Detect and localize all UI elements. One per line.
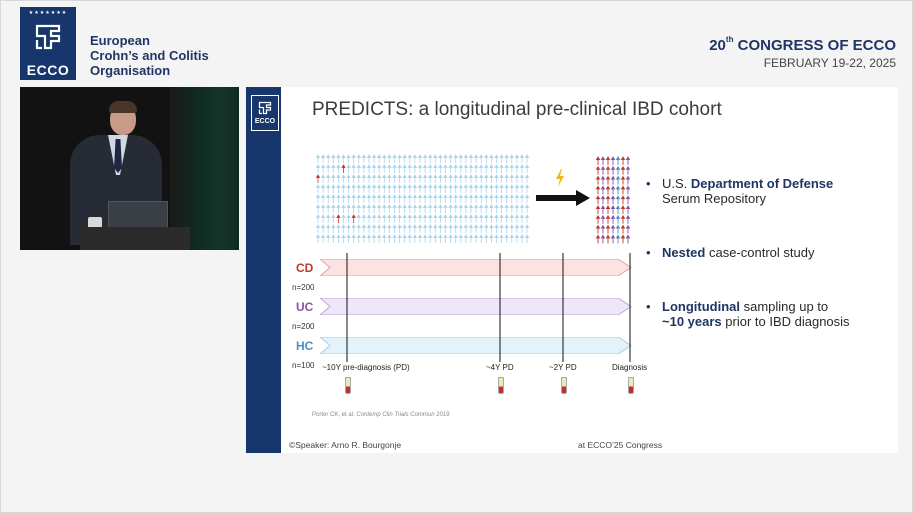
congress-dates: FEBRUARY 19-22, 2025 — [763, 56, 896, 70]
bullet-nested: • Nested case-control study — [646, 245, 815, 260]
group-label-uc: UC — [296, 300, 314, 314]
group-n-hc: n=100 — [292, 361, 315, 370]
timepoint-lines — [346, 253, 631, 362]
logo-text: ECCO — [26, 62, 70, 78]
slide-logo-text: ECCO — [254, 118, 276, 125]
slide-ecco-logo: ECCO — [251, 95, 279, 131]
group-label-hc: HC — [296, 339, 314, 353]
group-label-cd: CD — [296, 261, 314, 275]
speaker-tie — [114, 139, 122, 173]
case-control-arrows-graphic — [596, 156, 631, 244]
speaker-credit: ©Speaker: Arno R. Bourgonje — [289, 440, 402, 450]
ecco-mark-icon — [35, 24, 61, 50]
lectern — [80, 227, 190, 250]
selection-arrow-icon — [536, 190, 590, 206]
group-n-cd: n=200 — [292, 283, 315, 292]
slide-sidebar: ECCO — [246, 87, 281, 453]
timepoint-10y: ~10Y pre-diagnosis (PD) — [322, 363, 410, 372]
serum-tube-icon — [498, 377, 504, 394]
timepoint-2y: ~2Y PD — [549, 363, 577, 372]
serum-tube-icon — [345, 377, 351, 394]
timeline-band-cd — [320, 259, 632, 276]
serum-tube-icon — [628, 377, 634, 394]
timepoint-diagnosis: Diagnosis — [612, 363, 648, 372]
speaker-video — [20, 87, 239, 250]
speaker-hair — [109, 101, 137, 113]
timepoint-4y: ~4Y PD — [486, 363, 514, 372]
bullet-longitudinal: • Longitudinal sampling up to ~10 years … — [646, 299, 850, 329]
logo-stars-icon: ★★★★★★★ — [28, 10, 68, 16]
lightning-icon — [556, 169, 564, 187]
population-arrows-graphic — [316, 154, 530, 243]
congress-info: 20th CONGRESS OF ECCO FEBRUARY 19-22, 20… — [709, 33, 896, 71]
bullet-dod: • U.S. Department of Defense Serum Repos… — [646, 176, 834, 206]
congress-title: 20th CONGRESS OF ECCO — [709, 35, 896, 54]
slide-ecco-mark-icon — [258, 101, 272, 115]
presentation-slide: ECCO PREDICTS: a longitudinal pre-clinic… — [246, 87, 898, 453]
group-n-uc: n=200 — [292, 322, 315, 331]
congress-footer: at ECCO’25 Congress — [578, 440, 663, 450]
timeline-band-hc — [320, 337, 632, 354]
stage-curtain — [170, 87, 239, 250]
ecco-logo: ★★★★★★★ ECCO — [20, 7, 76, 80]
timeline-band-uc — [320, 298, 632, 315]
organisation-name: European Crohn’s and Colitis Organisatio… — [90, 33, 209, 78]
reference-citation: Porter CK, et al. Contemp Clin Trials Co… — [312, 412, 450, 418]
serum-tube-icon — [561, 377, 567, 394]
slide-title: PREDICTS: a longitudinal pre-clinical IB… — [312, 99, 722, 120]
